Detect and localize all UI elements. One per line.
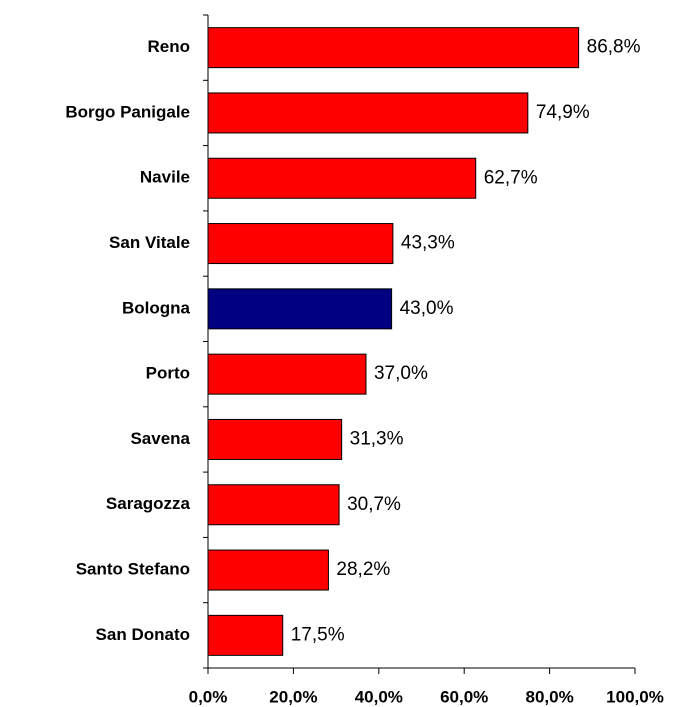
value-label: 37,0% [374,363,428,384]
bar [207,484,340,526]
bar [207,288,393,330]
y-tick-label: Reno [148,37,191,56]
y-tick-label: Savena [130,429,190,448]
bar [207,157,477,199]
y-tick-label: Santo Stefano [76,560,190,579]
value-label: 86,8% [587,37,641,58]
value-label: 31,3% [350,428,404,449]
x-tick-label: 60,0% [440,687,488,706]
value-label: 43,0% [400,298,454,319]
y-tick-label: San Vitale [109,233,190,252]
bar [207,614,284,656]
x-tick-label: 100,0% [606,687,664,706]
y-tick-label: Porto [146,364,190,383]
value-label: 62,7% [484,167,538,188]
x-tick-label: 20,0% [269,687,317,706]
value-label: 28,2% [336,559,390,580]
value-label: 74,9% [536,102,590,123]
x-tick-label: 80,0% [525,687,573,706]
y-tick-label: Bologna [122,298,191,317]
value-label: 43,3% [401,233,455,254]
bar [207,92,529,134]
bar [207,27,580,69]
x-tick-label: 40,0% [355,687,403,706]
bar [207,223,394,265]
value-label: 30,7% [347,494,401,515]
bar [207,418,343,460]
bar [207,353,367,395]
y-tick-label: Saragozza [106,494,191,513]
y-tick-label: San Donato [96,625,190,644]
bar [207,549,329,591]
y-tick-label: Navile [140,168,190,187]
value-label: 17,5% [291,624,345,645]
x-tick-label: 0,0% [189,687,228,706]
y-tick-label: Borgo Panigale [65,102,190,121]
